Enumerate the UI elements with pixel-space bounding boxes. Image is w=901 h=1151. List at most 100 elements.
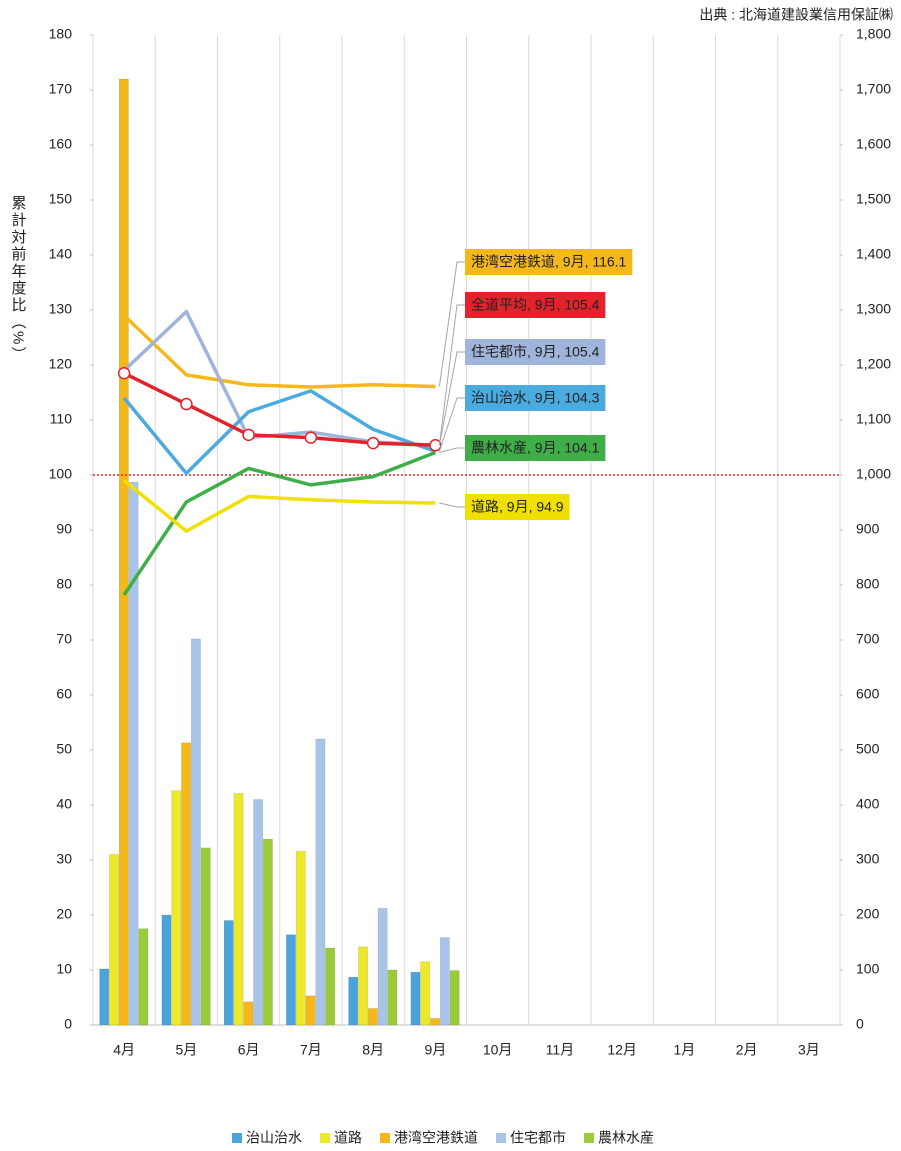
bar xyxy=(286,934,296,1026)
y-tick-label: 180 xyxy=(49,26,73,42)
bar xyxy=(387,969,398,1026)
bar xyxy=(449,970,460,1026)
line xyxy=(122,314,436,389)
legend-label: 治山治水 xyxy=(246,1130,302,1146)
legend-label: 道路 xyxy=(334,1130,362,1146)
bar xyxy=(295,850,306,1026)
bar xyxy=(138,928,149,1026)
leader-line xyxy=(438,304,465,446)
bar xyxy=(190,638,201,1026)
x-tick-label: 11月 xyxy=(546,1042,575,1058)
x-tick-label: 3月 xyxy=(798,1042,820,1058)
y2-tick-label: 1,600 xyxy=(856,136,891,152)
bar xyxy=(348,976,359,1026)
legend-label: 農林水産 xyxy=(598,1130,654,1146)
legend-label: 住宅都市 xyxy=(510,1130,566,1146)
bar xyxy=(223,920,234,1026)
y2-tick-label: 900 xyxy=(856,521,880,537)
y-tick-label: 0 xyxy=(64,1016,72,1032)
bar xyxy=(181,742,191,1026)
y2-tick-label: 1,100 xyxy=(856,411,891,427)
x-tick-label: 1月 xyxy=(673,1042,695,1058)
bar xyxy=(263,838,273,1026)
bar xyxy=(161,914,172,1026)
x-tick-label: 2月 xyxy=(736,1042,758,1058)
bar xyxy=(109,854,119,1026)
legend-swatch xyxy=(320,1133,330,1143)
y-tick-label: 160 xyxy=(49,136,73,152)
legend-swatch xyxy=(584,1133,594,1143)
legend: 治山治水 道路 港湾空港鉄道 住宅都市 農林水産 xyxy=(232,1130,654,1146)
legend-label: 港湾空港鉄道 xyxy=(394,1130,478,1146)
callout-label: 住宅都市, 9月, 105.4 xyxy=(471,344,600,360)
bar xyxy=(439,937,450,1026)
line xyxy=(123,479,436,533)
bar xyxy=(315,738,326,1026)
y2-tick-label: 1,500 xyxy=(856,191,891,207)
bar xyxy=(305,995,316,1026)
bar xyxy=(128,481,139,1026)
legend-swatch xyxy=(496,1133,506,1143)
bar xyxy=(420,961,431,1026)
line-marker xyxy=(242,428,255,442)
bar xyxy=(243,1001,254,1026)
bar xyxy=(253,799,264,1026)
y-tick-label: 80 xyxy=(56,576,72,592)
callout-label: 全道平均, 9月, 105.4 xyxy=(471,297,600,313)
leader-line xyxy=(438,397,465,452)
y2-tick-label: 1,700 xyxy=(856,81,891,97)
leader-line xyxy=(439,447,465,453)
callout-label: 農林水産, 9月, 104.1 xyxy=(471,440,600,456)
callout-box xyxy=(465,249,633,275)
y2-tick-label: 1,000 xyxy=(856,466,891,482)
leader-line xyxy=(438,261,465,387)
y-axis-label: 累計対前年度比（%） xyxy=(10,195,27,363)
x-tick-label: 12月 xyxy=(607,1042,637,1058)
bar xyxy=(358,946,368,1026)
y2-tick-label: 0 xyxy=(856,1016,864,1032)
bar xyxy=(325,947,336,1026)
bar xyxy=(410,971,421,1026)
y2-tick-label: 700 xyxy=(856,631,880,647)
callout-box xyxy=(465,385,606,411)
y2-tick-label: 200 xyxy=(856,906,880,922)
line-marker xyxy=(180,397,193,411)
y-tick-label: 110 xyxy=(50,411,73,427)
x-tick-label: 9月 xyxy=(424,1042,446,1058)
y-tick-label: 60 xyxy=(56,686,72,702)
x-tick-label: 7月 xyxy=(300,1042,322,1058)
line-marker xyxy=(117,367,131,380)
x-tick-label: 5月 xyxy=(175,1042,197,1058)
source: 出典 : 北海道建設業信用保証㈱ xyxy=(699,7,893,23)
y-tick-label: 170 xyxy=(49,81,73,97)
y2-tick-label: 1,300 xyxy=(856,301,891,317)
leader-line xyxy=(439,502,465,508)
callout-box xyxy=(465,435,606,461)
y2-tick-label: 300 xyxy=(856,851,880,867)
y2-tick-label: 1,200 xyxy=(856,356,891,372)
bar xyxy=(233,793,244,1026)
bar xyxy=(118,78,129,1026)
line-marker xyxy=(366,436,380,450)
x-tick-label: 8月 xyxy=(362,1042,384,1058)
x-tick-label: 6月 xyxy=(238,1042,260,1058)
bar xyxy=(367,1008,378,1026)
y2-tick-label: 500 xyxy=(856,741,880,757)
y-tick-label: 10 xyxy=(56,961,72,977)
callout-label: 港湾空港鉄道, 9月, 116.1 xyxy=(471,254,627,270)
x-tick-label: 4月 xyxy=(113,1042,135,1058)
leader-line xyxy=(438,351,465,446)
y-tick-label: 40 xyxy=(56,796,72,812)
y-tick-label: 100 xyxy=(49,466,73,482)
y2-tick-label: 100 xyxy=(856,961,880,977)
callout-box xyxy=(465,339,606,365)
line xyxy=(123,371,436,448)
bar xyxy=(99,968,110,1026)
callout-box xyxy=(465,292,606,318)
callout-label: 治山治水, 9月, 104.3 xyxy=(471,390,600,406)
line-marker xyxy=(429,439,442,452)
bar xyxy=(430,1018,440,1026)
y-tick-label: 120 xyxy=(49,356,73,372)
y-tick-label: 140 xyxy=(49,246,73,262)
